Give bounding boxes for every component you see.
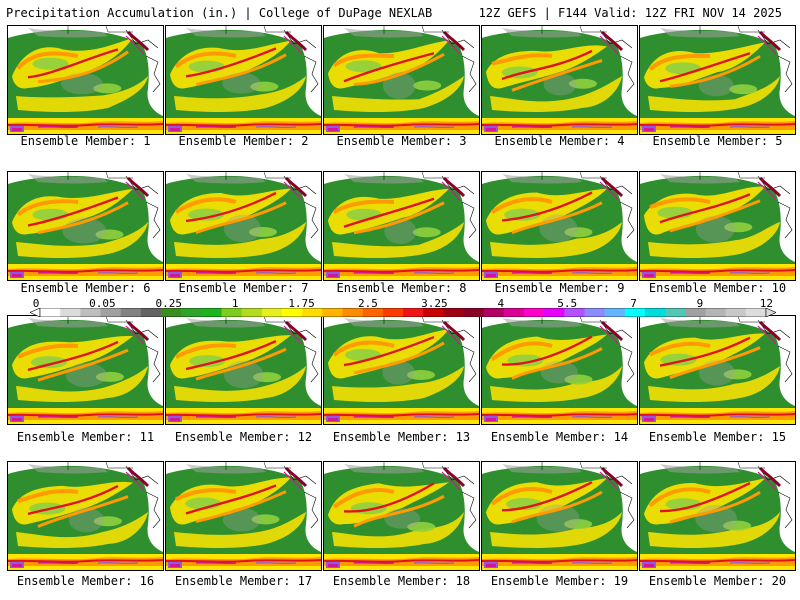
ensemble-member-map [7,461,164,571]
colorbar-tick-label: 3.25 [421,297,448,310]
ensemble-member-map [7,25,164,135]
colorbar-swatch [645,308,666,317]
ensemble-member-label: Ensemble Member: 9 [494,281,625,295]
page-title: Precipitation Accumulation (in.) | Colle… [6,6,433,20]
ensemble-member-map [481,315,638,425]
colorbar-swatch [342,308,363,317]
colorbar-tick-label: 9 [696,297,704,310]
ensemble-member-map [323,171,480,281]
ensemble-member-label: Ensemble Member: 19 [490,574,629,588]
ensemble-member-map [7,171,164,281]
ensemble-member-label: Ensemble Member: 18 [332,574,471,588]
colorbar-swatch [604,308,626,317]
ensemble-member-map [323,25,480,135]
colorbar-tick-label: 0.25 [155,297,183,310]
ensemble-member-map [481,461,638,571]
colorbar-tick-label: 5.5 [557,297,578,310]
ensemble-member-label: Ensemble Member: 1 [20,134,151,148]
colorbar-swatch [705,308,726,317]
ensemble-member-map [639,25,796,135]
colorbar-swatch [140,308,162,317]
colorbar-swatch [544,308,565,317]
colorbar-swatch [40,308,61,317]
ensemble-member-label: Ensemble Member: 13 [332,430,471,444]
ensemble-member-label: Ensemble Member: 10 [648,281,787,295]
colorbar-swatch [524,308,545,317]
colorbar-swatch [403,308,424,317]
ensemble-member-label: Ensemble Member: 6 [20,281,151,295]
colorbar-tick-label: 2.5 [358,297,378,310]
colorbar-swatch [120,308,142,317]
ensemble-member-map [165,461,322,571]
colorbar-tick-label: 7 [630,297,637,310]
ensemble-member-map [481,25,638,135]
ensemble-member-label: Ensemble Member: 4 [494,134,625,148]
ensemble-member-label: Ensemble Member: 20 [648,574,787,588]
colorbar-swatch [382,308,404,317]
colorbar-swatch [221,308,242,317]
ensemble-member-label: Ensemble Member: 2 [178,134,309,148]
ensemble-member-label: Ensemble Member: 14 [490,430,629,444]
ensemble-member-label: Ensemble Member: 5 [652,134,783,148]
colorbar-swatch [423,308,444,317]
ensemble-member-label: Ensemble Member: 17 [174,574,313,588]
colorbar-left-arrow [30,308,41,317]
colorbar-swatch [624,308,646,317]
colorbar-swatch [463,308,484,317]
colorbar-swatch [665,308,686,317]
colorbar-tick-label: 1 [231,297,239,310]
ensemble-member-label: Ensemble Member: 16 [16,574,155,588]
colorbar-swatch [100,308,121,317]
colorbar-swatch [181,308,202,317]
colorbar-swatch [201,308,222,317]
ensemble-member-label: Ensemble Member: 3 [336,134,467,148]
colorbar-swatch [322,308,343,317]
colorbar-tick-label: 12 [759,297,773,310]
page-header: Precipitation Accumulation (in.) | Colle… [0,0,800,22]
ensemble-member-map [639,461,796,571]
colorbar-swatch [80,308,101,317]
ensemble-member-label: Ensemble Member: 15 [648,430,787,444]
colorbar-scale [30,308,776,317]
colorbar-swatch [241,308,263,317]
colorbar-swatch [564,308,585,317]
colorbar-swatch [584,308,605,317]
colorbar-tick-label: 4 [497,297,505,310]
colorbar-swatch [443,308,464,317]
colorbar: 0 0.05 0.25 1 1.75 2.5 3.25 4 5.5 7 9 12 [30,297,776,319]
colorbar-swatch [362,308,384,317]
colorbar-swatch [503,308,525,317]
colorbar-swatch [745,308,767,317]
ensemble-member-label: Ensemble Member: 8 [336,281,467,295]
ensemble-member-map [481,171,638,281]
colorbar-swatch [302,308,323,317]
colorbar-tick-label: 1.75 [288,297,315,310]
ensemble-member-map [165,315,322,425]
colorbar-swatch [261,308,283,317]
ensemble-member-label: Ensemble Member: 7 [178,281,309,295]
ensemble-member-map [7,315,164,425]
colorbar-swatch [161,308,182,317]
colorbar-right-arrow [765,308,776,317]
colorbar-swatch [60,308,81,317]
ensemble-member-map [639,171,796,281]
ensemble-member-map [165,25,322,135]
ensemble-member-map [323,315,480,425]
colorbar-swatch [685,308,706,317]
ensemble-member-label: Ensemble Member: 12 [174,430,313,444]
colorbar-tick-label: 0 [32,297,40,310]
ensemble-member-map [323,461,480,571]
model-run-label: 12Z GEFS | F144 Valid: 12Z FRI NOV 14 20… [478,6,782,20]
colorbar-swatch [483,308,505,317]
colorbar-swatch [282,308,303,317]
colorbar-tick-label: 0.05 [89,297,116,310]
ensemble-member-map [165,171,322,281]
ensemble-member-map [639,315,796,425]
ensemble-member-label: Ensemble Member: 11 [16,430,155,444]
colorbar-swatch [725,308,747,317]
